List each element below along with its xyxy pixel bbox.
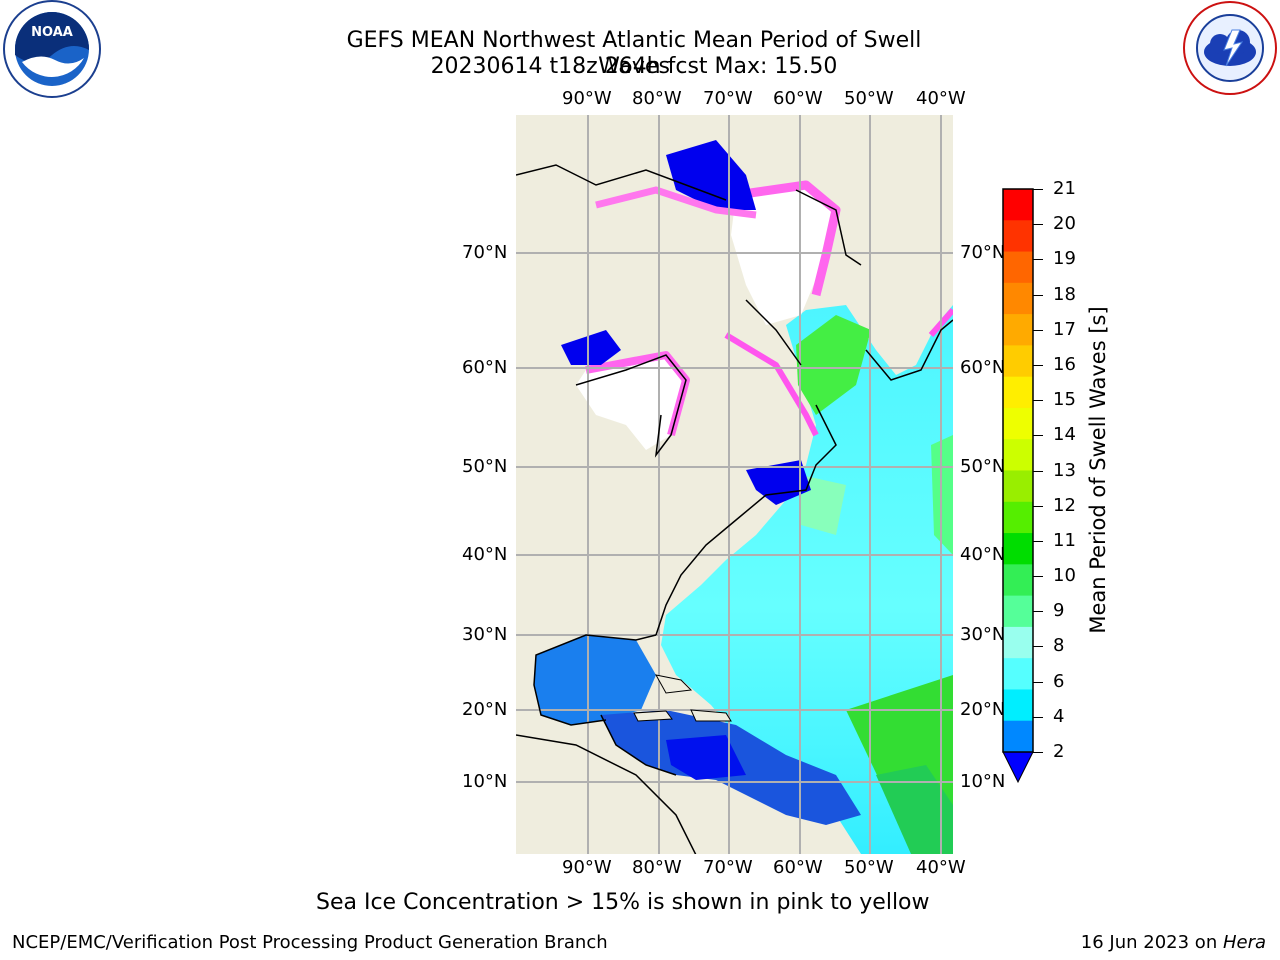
colorbar-segment xyxy=(1003,533,1033,565)
lon-label-bottom-60w: 60°W xyxy=(773,857,823,878)
footer-date: 16 Jun 2023 on Hera xyxy=(1081,932,1266,953)
colorbar-segment xyxy=(1003,345,1033,378)
colorbar-tick-label: 18 xyxy=(1053,283,1076,305)
colorbar-tick-label: 20 xyxy=(1053,213,1076,235)
lon-label-top-70w: 70°W xyxy=(703,88,753,109)
colorbar-segment xyxy=(1003,626,1033,659)
colorbar-tick-label: 9 xyxy=(1053,600,1065,622)
lat-label-left-20n: 20°N xyxy=(462,699,508,720)
coastlines xyxy=(516,164,953,854)
colorbar-tick-label: 21 xyxy=(1053,178,1076,199)
lon-label-top-60w: 60°W xyxy=(773,88,823,109)
lat-label-right-20n: 20°N xyxy=(960,699,1006,720)
colorbar-segment xyxy=(1003,189,1033,221)
colorbar-segment xyxy=(1003,220,1033,253)
colorbar-tick-label: 8 xyxy=(1053,635,1065,657)
colorbar-segment xyxy=(1003,564,1033,597)
gulf-of-mexico xyxy=(534,635,656,725)
footer-machine: Hera xyxy=(1222,932,1266,953)
lat-label-right-50n: 50°N xyxy=(960,456,1006,477)
hudson-ice-blue xyxy=(561,330,621,365)
colorbar-segment xyxy=(1003,501,1033,534)
lon-label-top-90w: 90°W xyxy=(562,88,612,109)
colorbar-segment xyxy=(1003,658,1033,690)
colorbar-tick-label: 15 xyxy=(1053,389,1076,411)
colorbar-tick-label: 12 xyxy=(1053,494,1076,516)
colorbar-tick-label: 2 xyxy=(1053,741,1065,762)
colorbar-segment xyxy=(1003,314,1033,346)
lon-label-bottom-80w: 80°W xyxy=(632,857,682,878)
colorbar-title: Mean Period of Swell Waves [s] xyxy=(1086,306,1110,634)
caribbean-deep xyxy=(666,735,746,780)
lat-label-right-40n: 40°N xyxy=(960,544,1006,565)
colorbar-extend-arrow xyxy=(1002,751,1034,784)
baffin-bay xyxy=(731,185,836,325)
lon-label-bottom-50w: 50°W xyxy=(844,857,894,878)
lat-label-left-70n: 70°N xyxy=(462,242,508,263)
sea-ice-caption: Sea Ice Concentration > 15% is shown in … xyxy=(316,890,930,915)
labrador-ice-fringe xyxy=(724,332,819,437)
colorbar-tick-label: 14 xyxy=(1053,424,1076,446)
lon-label-top-80w: 80°W xyxy=(632,88,682,109)
lon-label-top-50w: 50°W xyxy=(844,88,894,109)
gulf-st-lawrence xyxy=(746,460,811,505)
swell-patch-north xyxy=(796,315,871,415)
lon-label-bottom-40w: 40°W xyxy=(916,857,966,878)
colorbar xyxy=(1002,188,1034,784)
swell-patch-mid xyxy=(801,475,846,535)
colorbar-tick-label: 19 xyxy=(1053,248,1076,270)
colorbar-segment xyxy=(1003,689,1033,722)
colorbar-tick-label: 13 xyxy=(1053,459,1076,481)
lon-label-bottom-70w: 70°W xyxy=(703,857,753,878)
footer-date-text: 16 Jun 2023 on xyxy=(1080,932,1223,953)
colorbar-segment xyxy=(1003,251,1033,284)
lat-label-right-70n: 70°N xyxy=(960,242,1006,263)
colorbar-segment xyxy=(1003,282,1033,315)
noaa-logo: NOAA xyxy=(0,0,105,100)
baffin-ice-blue xyxy=(666,140,756,210)
lat-label-left-50n: 50°N xyxy=(462,456,508,477)
colorbar-segment xyxy=(1003,439,1033,471)
colorbar-segment xyxy=(1003,470,1033,503)
swell-patch-green-south xyxy=(876,765,953,854)
colorbar-segment xyxy=(1003,720,1033,753)
arctic-ice-fringe xyxy=(595,186,757,219)
caribbean-islands xyxy=(633,674,732,722)
lat-label-right-30n: 30°N xyxy=(960,624,1006,645)
colorbar-tick-label: 10 xyxy=(1053,565,1076,587)
lon-label-top-40w: 40°W xyxy=(916,88,966,109)
lat-label-left-30n: 30°N xyxy=(462,624,508,645)
colorbar-tick-label: 17 xyxy=(1053,318,1076,340)
chart-title: GEFS MEAN Northwest Atlantic Mean Period… xyxy=(346,28,922,79)
colorbar-tick-label: 4 xyxy=(1053,705,1065,727)
chart-subtitle: 20230614 t18z 264h fcst Max: 15.50 xyxy=(430,54,838,79)
svg-text:NOAA: NOAA xyxy=(31,25,73,40)
nws-logo xyxy=(1180,0,1280,100)
colorbar-segment xyxy=(1003,595,1033,628)
lat-label-left-60n: 60°N xyxy=(462,357,508,378)
lon-label-bottom-90w: 90°W xyxy=(562,857,612,878)
colorbar-tick-label: 11 xyxy=(1053,529,1076,551)
lat-label-right-60n: 60°N xyxy=(960,357,1006,378)
footer-branch: NCEP/EMC/Verification Post Processing Pr… xyxy=(12,932,608,953)
graticule xyxy=(516,115,953,854)
map-panel xyxy=(516,115,953,854)
lat-label-left-10n: 10°N xyxy=(462,771,508,792)
lat-label-left-40n: 40°N xyxy=(462,544,508,565)
colorbar-tick-label: 6 xyxy=(1053,670,1065,692)
colorbar-segment xyxy=(1003,376,1033,409)
lat-label-right-10n: 10°N xyxy=(960,771,1006,792)
colorbar-segment xyxy=(1003,407,1033,440)
colorbar-tick-label: 16 xyxy=(1053,353,1076,375)
